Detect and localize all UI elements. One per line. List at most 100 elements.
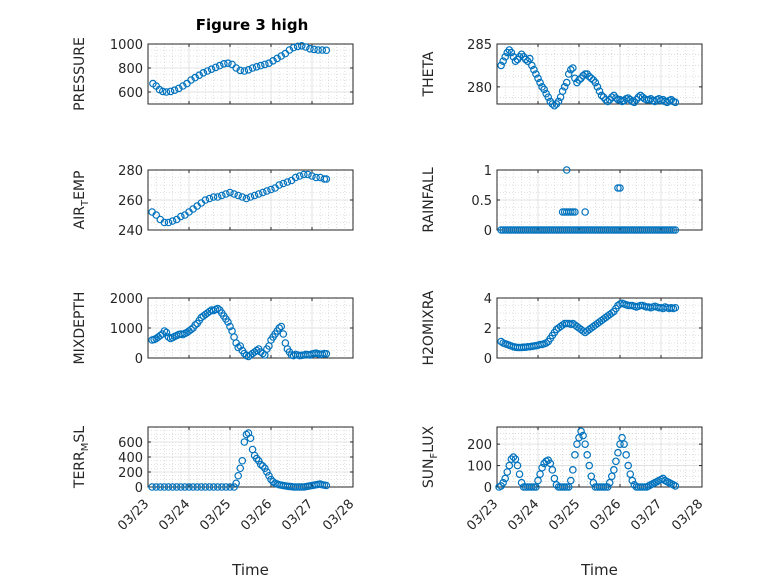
data-point bbox=[297, 41, 306, 50]
data-point bbox=[511, 57, 520, 65]
data-point bbox=[236, 66, 245, 75]
x-axis-label: Time bbox=[231, 561, 269, 579]
subplot-6: 0 2 4 H2OMIXRA bbox=[421, 290, 703, 367]
data-point bbox=[497, 337, 505, 346]
data-point bbox=[187, 325, 195, 334]
x-tick-label: 03/24 bbox=[156, 497, 193, 534]
data-point bbox=[534, 476, 542, 485]
y-axis-label: SUNFLUX bbox=[421, 425, 440, 488]
data-point bbox=[295, 172, 304, 180]
data-point bbox=[258, 188, 267, 197]
data-point bbox=[587, 472, 596, 481]
data-point bbox=[499, 478, 507, 487]
data-point bbox=[258, 462, 267, 470]
data-point bbox=[530, 483, 538, 491]
data-point bbox=[575, 76, 583, 84]
data-point bbox=[209, 483, 218, 491]
data-point bbox=[310, 45, 318, 54]
data-point bbox=[224, 59, 232, 68]
data-point bbox=[515, 470, 524, 478]
data-point bbox=[530, 65, 538, 74]
data-point bbox=[605, 478, 614, 487]
data-point bbox=[550, 101, 559, 110]
y-tick-label: 2000 bbox=[110, 292, 143, 307]
data-point bbox=[177, 483, 185, 491]
data-point bbox=[536, 470, 544, 478]
y-tick-label: 4 bbox=[484, 292, 492, 307]
data-point bbox=[503, 468, 512, 476]
subplot-3: 240 260 280 AIRTEMP bbox=[72, 164, 354, 239]
data-point bbox=[273, 54, 281, 63]
data-point bbox=[162, 88, 171, 96]
x-tick-label: 03/28 bbox=[669, 497, 706, 534]
data-point bbox=[505, 461, 514, 470]
data-point bbox=[540, 85, 548, 94]
data-point bbox=[577, 427, 585, 436]
data-point bbox=[213, 304, 222, 313]
axes-box bbox=[147, 43, 354, 105]
data-point bbox=[569, 208, 577, 216]
data-point bbox=[263, 468, 271, 476]
y-tick-label: 280 bbox=[118, 164, 143, 179]
data-point bbox=[277, 52, 286, 60]
data-point bbox=[538, 463, 546, 472]
data-point bbox=[616, 440, 624, 448]
data-point bbox=[170, 86, 179, 95]
data-point bbox=[254, 456, 263, 465]
y-tick-label: 0.5 bbox=[471, 194, 492, 209]
data-point bbox=[562, 483, 571, 491]
data-point bbox=[240, 67, 249, 75]
data-point bbox=[507, 48, 516, 57]
x-tick-label: 03/26 bbox=[587, 497, 624, 534]
y-tick-label: 100 bbox=[467, 460, 492, 475]
data-point bbox=[205, 483, 214, 491]
data-point bbox=[601, 483, 610, 491]
x-tick-label: 03/25 bbox=[546, 497, 583, 534]
x-tick-label: 03/26 bbox=[238, 497, 275, 534]
data-point bbox=[205, 194, 214, 203]
data-point bbox=[569, 466, 577, 474]
data-point bbox=[160, 483, 169, 491]
subplot-8: 03/23 03/24 03/25 03/26 03/27 03/28 0 100 200 SUN… bbox=[421, 425, 706, 579]
data-point bbox=[599, 483, 608, 491]
y-tick-label: 2 bbox=[484, 322, 492, 337]
data-point bbox=[193, 483, 202, 491]
data-point bbox=[626, 470, 635, 478]
figure-title: Figure 3 high bbox=[196, 16, 309, 34]
data-point bbox=[218, 191, 226, 200]
data-point bbox=[322, 481, 331, 490]
data-point bbox=[603, 97, 612, 106]
data-point bbox=[285, 46, 294, 54]
data-point bbox=[197, 483, 206, 491]
data-point bbox=[207, 65, 216, 74]
data-point bbox=[585, 461, 594, 470]
data-point bbox=[528, 61, 536, 70]
data-point bbox=[160, 327, 169, 335]
data-point bbox=[560, 83, 569, 91]
data-point bbox=[610, 466, 618, 474]
data-point bbox=[199, 69, 208, 77]
data-point bbox=[258, 349, 267, 358]
subplot-7: 03/23 03/24 03/25 03/26 03/27 03/28 0200400600… bbox=[72, 426, 357, 579]
data-point bbox=[263, 187, 271, 195]
y-axis-label: MIXDEPTH bbox=[72, 292, 88, 365]
y-tick-label: 0 bbox=[135, 481, 143, 496]
data-point bbox=[614, 184, 622, 192]
data-point bbox=[252, 346, 261, 355]
data-point bbox=[591, 78, 600, 87]
data-point bbox=[213, 483, 222, 491]
data-point bbox=[156, 483, 165, 491]
data-point bbox=[536, 78, 544, 87]
data-point bbox=[201, 483, 210, 491]
x-tick-label: 03/27 bbox=[279, 497, 316, 534]
data-point bbox=[230, 190, 238, 198]
data-point bbox=[558, 87, 567, 95]
data-point bbox=[220, 59, 228, 68]
data-point bbox=[587, 74, 596, 83]
data-point bbox=[581, 208, 589, 216]
y-tick-label: 1 bbox=[484, 164, 492, 179]
data-point bbox=[564, 70, 573, 78]
data-point bbox=[566, 476, 575, 485]
data-point bbox=[322, 46, 331, 55]
data-point bbox=[607, 309, 616, 317]
